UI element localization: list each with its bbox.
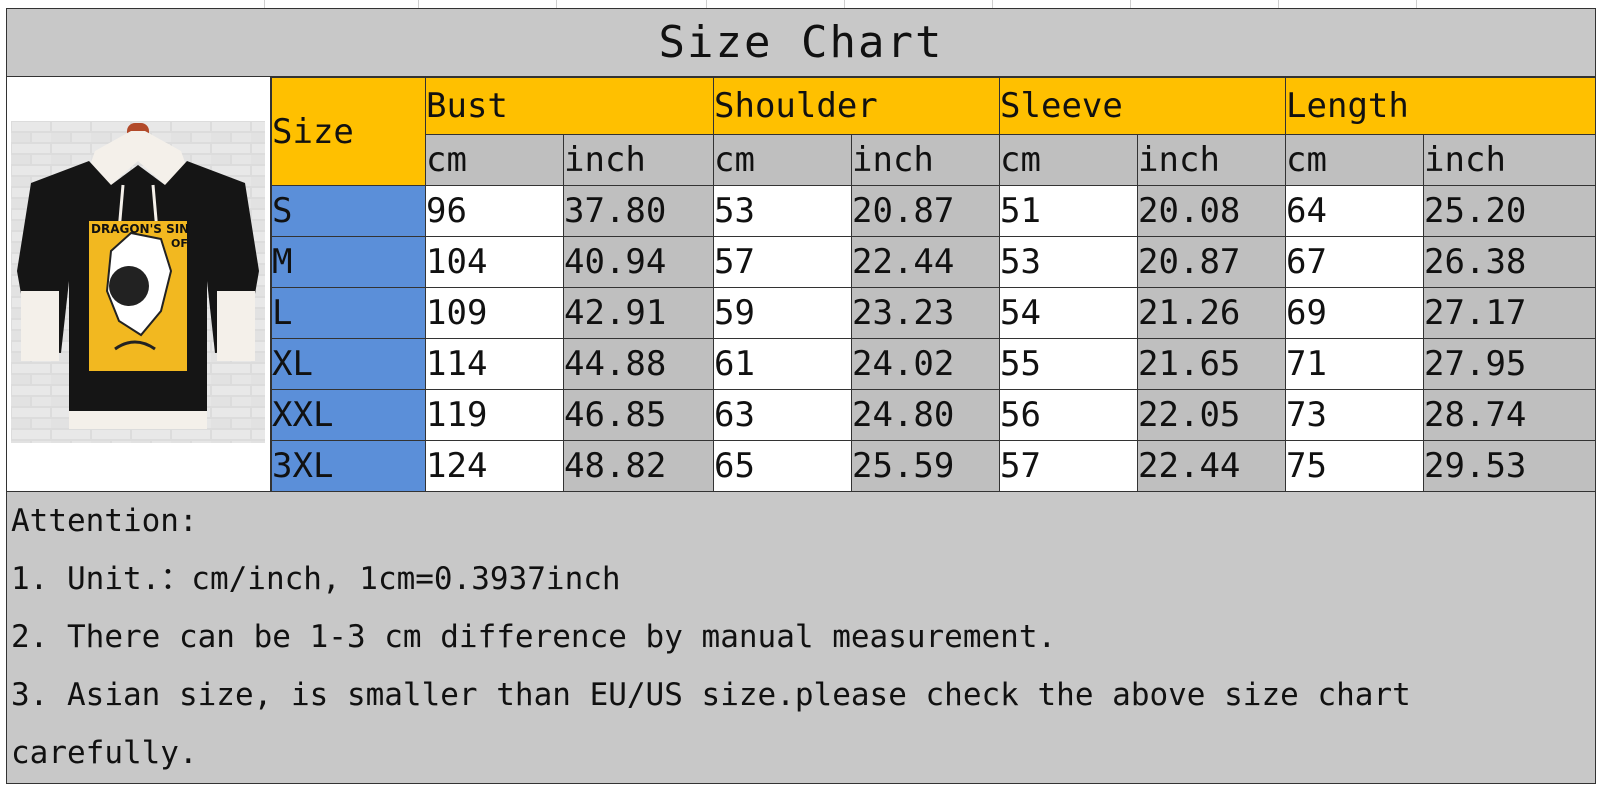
- inch-value-cell: 27.95: [1423, 338, 1597, 390]
- unit-header: inch: [1423, 134, 1597, 186]
- inch-value-cell: 29.53: [1423, 440, 1597, 492]
- note-line: 3. Asian size, is smaller than EU/US siz…: [11, 677, 1411, 713]
- cm-value-cell: 124: [425, 440, 564, 492]
- unit-header: cm: [1285, 134, 1425, 186]
- inch-value-cell: 28.74: [1423, 389, 1597, 441]
- cm-value-cell: 73: [1285, 389, 1425, 441]
- attention-notes: Attention: 1. Unit.：cm/inch, 1cm=0.3937i…: [7, 491, 1595, 783]
- inch-value-cell: 40.94: [562, 236, 715, 288]
- note-line: 1. Unit.：cm/inch, 1cm=0.3937inch: [11, 561, 621, 597]
- cm-value-cell: 67: [1285, 236, 1425, 288]
- inch-value-cell: 37.80: [562, 185, 715, 237]
- inch-value-cell: 27.17: [1423, 287, 1597, 339]
- length-header: Length: [1285, 77, 1597, 135]
- cm-value-cell: 119: [425, 389, 564, 441]
- size-cell: L: [271, 287, 426, 339]
- inch-value-cell: 48.82: [562, 440, 715, 492]
- cm-value-cell: 51: [999, 185, 1139, 237]
- cm-value-cell: 57: [713, 236, 853, 288]
- unit-header: cm: [713, 134, 853, 186]
- sleeve-header: Sleeve: [999, 77, 1287, 135]
- inch-value-cell: 21.26: [1137, 287, 1287, 339]
- table-row: 3XL 124 48.82 65 25.59 57 22.44 75 29.53: [271, 440, 1597, 492]
- inch-value-cell: 23.23: [851, 287, 1001, 339]
- table-row: S 96 37.80 53 20.87 51 20.08 64 25.20: [271, 185, 1597, 237]
- cm-value-cell: 109: [425, 287, 564, 339]
- cm-value-cell: 114: [425, 338, 564, 390]
- inch-value-cell: 22.44: [851, 236, 1001, 288]
- cm-value-cell: 63: [713, 389, 853, 441]
- cm-value-cell: 59: [713, 287, 853, 339]
- product-photo: DRAGON'S SIN OF: [7, 77, 271, 491]
- table-row: L 109 42.91 59 23.23 54 21.26 69 27.17: [271, 287, 1597, 339]
- inch-value-cell: 22.44: [1137, 440, 1287, 492]
- cm-value-cell: 61: [713, 338, 853, 390]
- unit-header: cm: [425, 134, 564, 186]
- cm-value-cell: 96: [425, 185, 564, 237]
- size-cell: 3XL: [271, 440, 426, 492]
- cm-value-cell: 56: [999, 389, 1139, 441]
- spreadsheet-grid-top: [0, 0, 1600, 8]
- size-table: Size Bust Shoulder Sleeve Length cm inch…: [271, 77, 1597, 492]
- inch-value-cell: 44.88: [562, 338, 715, 390]
- cm-value-cell: 75: [1285, 440, 1425, 492]
- svg-text:OF: OF: [171, 237, 188, 250]
- inch-value-cell: 24.80: [851, 389, 1001, 441]
- unit-header: cm: [999, 134, 1139, 186]
- notes-heading: Attention:: [11, 503, 198, 539]
- cm-value-cell: 104: [425, 236, 564, 288]
- inch-value-cell: 20.08: [1137, 185, 1287, 237]
- inch-value-cell: 25.20: [1423, 185, 1597, 237]
- table-row: XL 114 44.88 61 24.02 55 21.65 71 27.95: [271, 338, 1597, 390]
- size-cell: S: [271, 185, 426, 237]
- size-cell: XL: [271, 338, 426, 390]
- inch-value-cell: 24.02: [851, 338, 1001, 390]
- hoodie-product-photo-icon: DRAGON'S SIN OF: [11, 121, 265, 443]
- size-chart-sheet: Size Chart DRAGON': [6, 8, 1597, 784]
- inch-value-cell: 42.91: [562, 287, 715, 339]
- note-line: carefully.: [11, 735, 198, 771]
- cm-value-cell: 65: [713, 440, 853, 492]
- unit-header: inch: [562, 134, 715, 186]
- table-row: M 104 40.94 57 22.44 53 20.87 67 26.38: [271, 236, 1597, 288]
- chart-title: Size Chart: [7, 9, 1595, 77]
- size-cell: XXL: [271, 389, 426, 441]
- inch-value-cell: 20.87: [851, 185, 1001, 237]
- note-line: 2. There can be 1-3 cm difference by man…: [11, 619, 1057, 655]
- size-column-header: Size: [271, 77, 426, 186]
- inch-value-cell: 26.38: [1423, 236, 1597, 288]
- unit-header: inch: [851, 134, 1001, 186]
- shoulder-header: Shoulder: [713, 77, 1001, 135]
- cm-value-cell: 53: [713, 185, 853, 237]
- cm-value-cell: 64: [1285, 185, 1425, 237]
- table-row: XXL 119 46.85 63 24.80 56 22.05 73 28.74: [271, 389, 1597, 441]
- cm-value-cell: 55: [999, 338, 1139, 390]
- svg-text:DRAGON'S SIN: DRAGON'S SIN: [91, 222, 189, 236]
- cm-value-cell: 54: [999, 287, 1139, 339]
- cm-value-cell: 69: [1285, 287, 1425, 339]
- bust-header: Bust: [424, 77, 715, 135]
- cm-value-cell: 57: [999, 440, 1139, 492]
- inch-value-cell: 46.85: [562, 389, 715, 441]
- inch-value-cell: 21.65: [1137, 338, 1287, 390]
- unit-header: inch: [1137, 134, 1287, 186]
- inch-value-cell: 22.05: [1137, 389, 1287, 441]
- cm-value-cell: 71: [1285, 338, 1425, 390]
- inch-value-cell: 20.87: [1137, 236, 1287, 288]
- size-cell: M: [271, 236, 426, 288]
- inch-value-cell: 25.59: [851, 440, 1001, 492]
- cm-value-cell: 53: [999, 236, 1139, 288]
